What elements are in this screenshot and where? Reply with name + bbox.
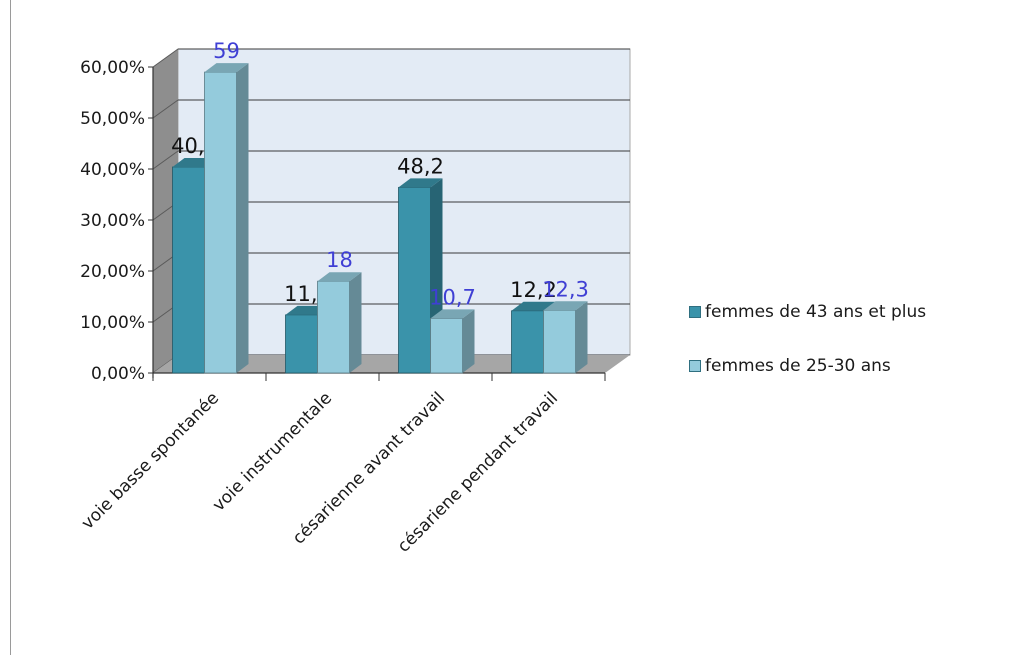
y-tick-label: 20,00% — [80, 262, 145, 282]
legend-swatch-series-1 — [689, 306, 701, 318]
data-label: 18 — [326, 248, 353, 272]
legend: femmes de 43 ans et plus femmes de 25-30… — [689, 300, 926, 408]
data-label: 12,3 — [542, 277, 589, 301]
legend-label-series-1: femmes de 43 ans et plus — [705, 302, 926, 322]
bar — [512, 311, 544, 373]
legend-item-series-1: femmes de 43 ans et plus — [689, 300, 926, 324]
y-tick-label: 50,00% — [80, 109, 145, 129]
bar — [399, 187, 431, 373]
bar-side — [576, 301, 588, 373]
y-tick-label: 40,00% — [80, 160, 145, 180]
data-label: 59 — [213, 39, 240, 63]
x-tick-label: voie instrumentale — [209, 388, 336, 515]
bar — [431, 318, 463, 373]
bar — [318, 281, 350, 373]
bar-side — [350, 272, 362, 373]
y-tick-label: 0,00% — [91, 364, 145, 384]
bar — [173, 167, 205, 373]
y-tick-label: 10,00% — [80, 313, 145, 333]
legend-label-series-2: femmes de 25-30 ans — [705, 356, 891, 376]
bar-side — [463, 309, 475, 373]
bar-side — [237, 63, 249, 373]
y-tick-label: 30,00% — [80, 211, 145, 231]
y-tick-label: 60,00% — [80, 58, 145, 78]
bar — [286, 315, 318, 373]
data-label: 48,2 — [397, 154, 444, 178]
x-tick-label: voie basse spontanée — [78, 388, 223, 533]
bar — [205, 72, 237, 373]
legend-item-series-2: femmes de 25-30 ans — [689, 354, 926, 378]
legend-swatch-series-2 — [689, 360, 701, 372]
bar — [544, 310, 576, 373]
data-label: 10,7 — [429, 285, 476, 309]
